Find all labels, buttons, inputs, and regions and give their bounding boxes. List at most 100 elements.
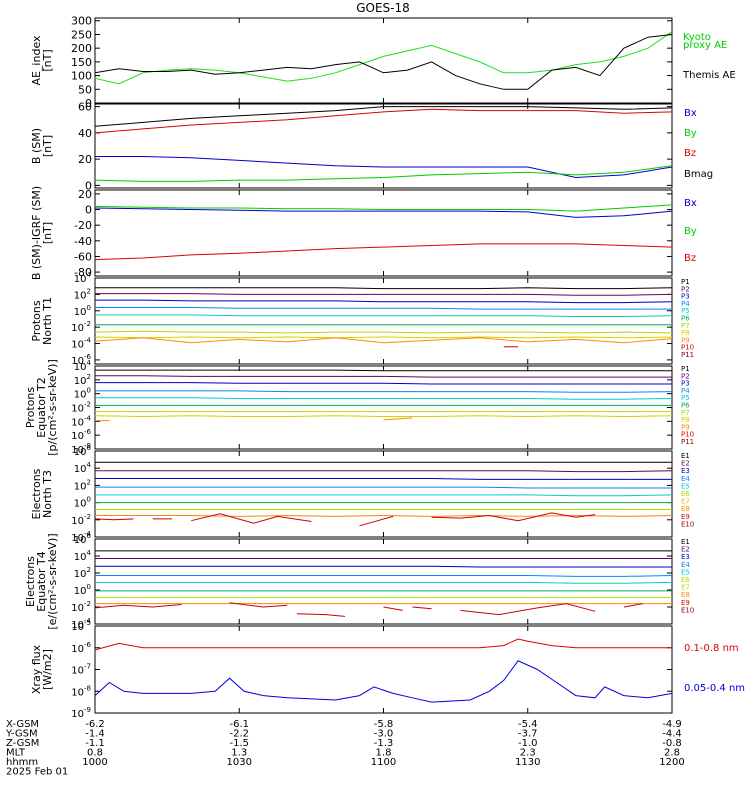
legend-entry: P1	[681, 278, 690, 286]
y-tick-label: 102	[74, 566, 91, 580]
y-tick-label: 102	[74, 373, 91, 387]
legend-entry: By	[684, 128, 697, 139]
y-tick-label: 60	[78, 101, 92, 114]
legend-entry: P4	[681, 300, 690, 308]
y-tick-label: -60	[74, 250, 92, 263]
series-p3	[95, 299, 673, 304]
x-row-value: -4.9	[662, 719, 682, 730]
legend-entry: E8	[681, 505, 690, 513]
legend-entry: P9	[681, 423, 690, 431]
x-row-label: MLT	[6, 748, 26, 759]
series-0-05-0-4-nm	[94, 660, 673, 703]
panel-frame	[94, 17, 673, 104]
legend-entry: P2	[681, 372, 690, 380]
panel-frame	[94, 103, 673, 189]
series-e9-fragment	[383, 606, 403, 611]
y-tick-label: 104	[74, 359, 92, 373]
y-tick-label: 100	[71, 70, 92, 83]
series-p4	[95, 390, 673, 393]
x-axis-table: X-GSM -6.2 -6.1 -5.8 -5.4 -4.9 Y-GSM -1.4 -2.2 -3…	[5, 719, 685, 778]
plot-date: 2025 Feb 01	[6, 767, 68, 778]
y-tick-label: 250	[71, 28, 92, 41]
y-tick-label: -20	[74, 219, 92, 232]
y-tick-label: 104	[74, 271, 92, 285]
legend-entry: Bz	[684, 253, 696, 264]
series-p5	[95, 314, 673, 317]
legend-entry: P5	[681, 307, 690, 315]
y-tick-label: 10-7	[71, 663, 91, 677]
x-row-value: 1.8	[376, 748, 392, 759]
series-e9-fragment	[229, 602, 288, 608]
series-0-1-0-8-nm	[94, 638, 672, 651]
x-row-label: Y-GSM	[5, 729, 38, 740]
series-p2	[95, 375, 672, 378]
legend-entry: E10	[681, 520, 694, 528]
legend-entry: E9	[681, 513, 690, 521]
x-row-value: -6.1	[229, 719, 249, 730]
series-e5	[95, 494, 673, 497]
y-axis-label: [W/m2]	[41, 649, 54, 690]
x-row-value: -5.8	[374, 719, 394, 730]
y-tick-label: 100	[74, 304, 91, 318]
y-tick-label: -80	[74, 266, 92, 279]
series-e9-fragment	[94, 518, 134, 521]
y-tick-label: 100	[74, 387, 91, 401]
y-tick-label: 10-6	[71, 641, 91, 655]
x-row-value: 2.3	[520, 748, 536, 759]
legend-entry: Themis AE	[682, 70, 736, 81]
legend-entry: E7	[681, 498, 690, 506]
y-axis-label: Electrons	[30, 468, 43, 519]
legend-entry: E2	[681, 460, 690, 468]
y-tick-label: 20	[78, 188, 92, 201]
x-row-value: 1200	[659, 757, 684, 768]
x-row-value: 1130	[515, 757, 540, 768]
series-p9	[94, 337, 673, 344]
legend-entry: E3	[681, 553, 690, 561]
x-row-value: 1100	[371, 757, 396, 768]
series-e9-fragment	[431, 512, 596, 522]
series-e9-fragment	[191, 513, 312, 524]
y-tick-label: 200	[71, 42, 92, 55]
x-row-value: -1.5	[229, 738, 249, 749]
panel-protons-equator-t2: 10410210010-210-410-610-8ProtonsEquator …	[24, 359, 694, 456]
y-axis-label: Xray flux	[30, 644, 43, 694]
x-row-value: -5.4	[518, 719, 538, 730]
plot-title: GOES-18	[356, 1, 410, 15]
legend-entry: P3	[681, 380, 690, 388]
legend-entry: E5	[681, 568, 690, 576]
x-row-value: -2.2	[229, 729, 249, 740]
legend-entry: P9	[681, 336, 690, 344]
legend-entry: P6	[681, 402, 690, 410]
x-row-value: -1.1	[85, 738, 105, 749]
legend-entry: P4	[681, 387, 690, 395]
panel-frame	[94, 365, 673, 450]
y-tick-label: 10-4	[71, 337, 91, 351]
legend-entry: E1	[681, 452, 690, 460]
x-row-value: 1000	[82, 757, 107, 768]
series-e3	[95, 565, 672, 568]
series-p5	[95, 397, 673, 400]
y-axis-label: Protons	[24, 387, 37, 428]
legend-entry: P11	[681, 438, 694, 446]
y-tick-label: 40	[78, 127, 92, 140]
series-e4	[95, 575, 673, 577]
legend-entry: P2	[681, 285, 690, 293]
series-bmag	[94, 106, 673, 127]
x-row-value: -0.8	[662, 738, 682, 749]
panels: 050100150200250300AE_index[nT]Kyotoproxy…	[24, 15, 745, 720]
legend-entry: E2	[681, 546, 690, 554]
legend-entry: E3	[681, 467, 690, 475]
legend-entry: Bmag	[684, 169, 713, 180]
legend-entry: Bx	[684, 108, 697, 119]
y-axis-label: [p/(cm²-s-sr-keV)]	[46, 359, 59, 456]
series-e8	[95, 514, 673, 517]
panel-frame	[94, 277, 673, 365]
legend-entry: P8	[681, 416, 690, 424]
legend-entry: 0.05-0.4 nm	[684, 683, 745, 694]
series-e9-fragment	[460, 603, 596, 616]
y-axis-label: Electrons	[24, 556, 37, 607]
